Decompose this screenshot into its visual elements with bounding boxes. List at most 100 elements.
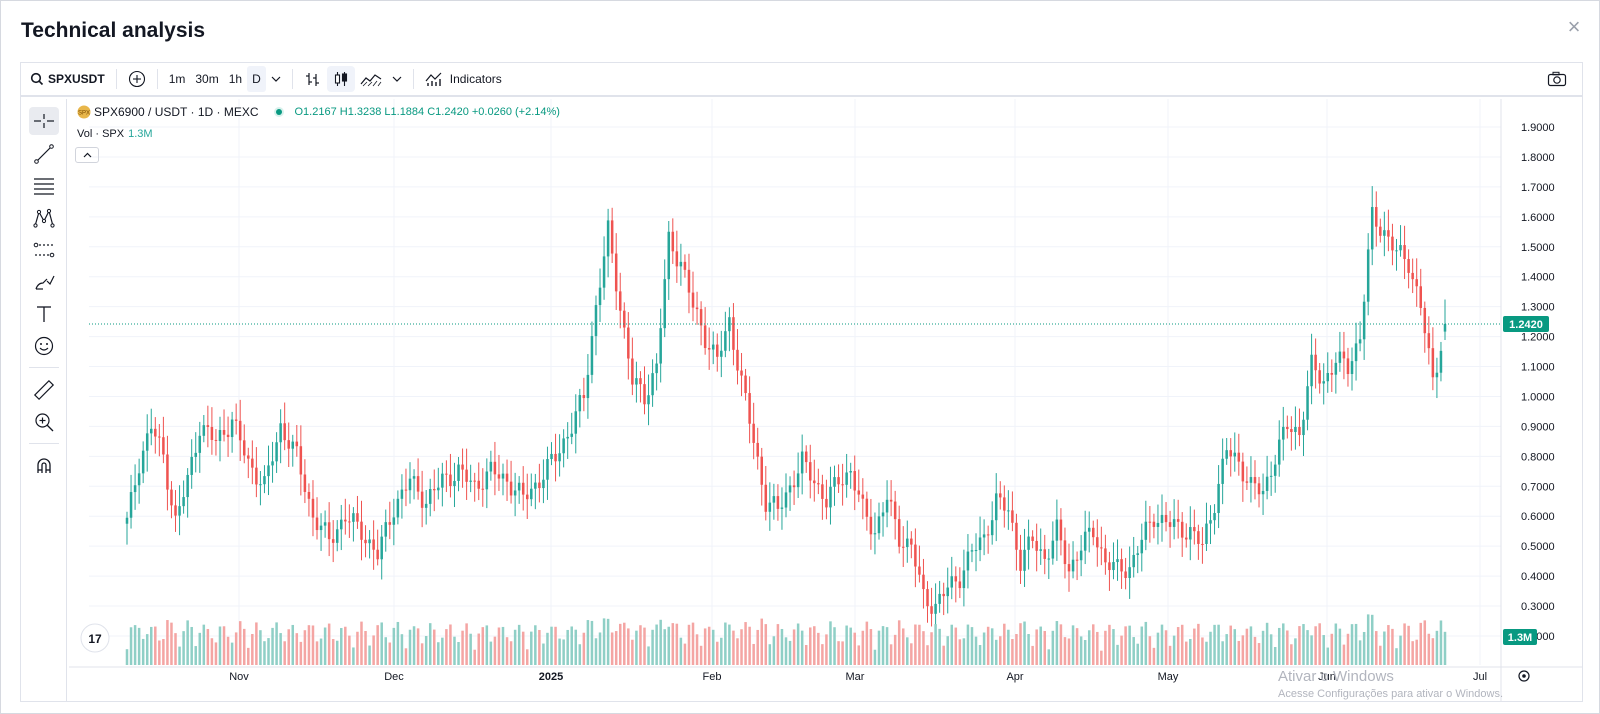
indicators-label: Indicators [449, 72, 502, 86]
chart-pane[interactable]: 1.9000 1.8000 1.7000 1.6000 1.5000 1.4000 1.30… [69, 99, 1582, 702]
forecast-tool[interactable] [29, 236, 59, 264]
volume-bar [687, 624, 691, 665]
candle-body [736, 349, 739, 371]
timeframe-d[interactable]: D [247, 66, 266, 92]
windows-activation-subtext: Acesse Configurações para ativar o Windo… [1278, 688, 1503, 700]
volume-bar [214, 642, 218, 665]
windows-activation-watermark: Ativar o Windows [1278, 668, 1394, 685]
candle-body [1439, 350, 1443, 373]
fib-retracement-tool[interactable] [29, 172, 59, 200]
candle-body [340, 519, 343, 530]
area-chart-button[interactable] [355, 66, 387, 92]
candle-body [186, 474, 189, 498]
candle-body [570, 433, 573, 437]
volume-bar [433, 629, 436, 665]
candle-body [129, 492, 133, 518]
price-chart[interactable]: 1.9000 1.8000 1.7000 1.6000 1.5000 1.4000 1.30… [69, 99, 1582, 702]
volume-bar [598, 632, 602, 665]
candle-body [873, 533, 877, 535]
timeframe-dropdown[interactable] [266, 66, 286, 92]
volume-bar [1193, 628, 1196, 665]
candle-body [954, 576, 958, 582]
timeframe-30m[interactable]: 30m [195, 72, 219, 86]
volume-bar [501, 626, 505, 665]
candle-body [1419, 286, 1422, 308]
candle-body [716, 344, 719, 357]
candle-body [574, 411, 578, 434]
price-tick-label: 1.4000 [1521, 272, 1555, 284]
candle-body [513, 490, 517, 496]
timeframe-1h[interactable]: 1h [228, 72, 243, 86]
candle-body [1334, 362, 1338, 375]
volume-bar [1269, 634, 1273, 665]
symbol-label: SPXUSDT [48, 72, 105, 86]
time-axis-label: Mar [846, 671, 865, 683]
last-volume-badge [1503, 629, 1537, 645]
pattern-tool[interactable] [29, 204, 59, 232]
zoom-tool[interactable] [29, 408, 59, 436]
text-tool[interactable] [29, 300, 59, 328]
candle-body [772, 496, 776, 503]
chart-type-dropdown[interactable] [387, 66, 407, 92]
candle-body [942, 593, 945, 597]
candle-body [1083, 531, 1087, 551]
candle-body [558, 453, 561, 462]
volume-bar [614, 631, 618, 665]
volume-bar [331, 639, 335, 665]
modal-title: Technical analysis [21, 19, 206, 42]
volume-bar [190, 626, 193, 665]
compare-symbol-button[interactable] [123, 66, 151, 92]
volume-bar [691, 622, 695, 665]
indicators-button[interactable]: Indicators [420, 66, 507, 92]
svg-text:SPX: SPX [78, 111, 90, 117]
volume-bar [1415, 639, 1418, 665]
candle-body [291, 441, 295, 449]
candle-body [800, 451, 804, 474]
candle-body [999, 493, 1002, 498]
candle-body [853, 471, 856, 491]
candle-body [509, 481, 513, 496]
candle-body [1035, 540, 1038, 551]
magnet-tool[interactable] [29, 452, 59, 480]
candle-body [1338, 351, 1342, 363]
brush-tool[interactable] [29, 268, 59, 296]
volume-legend-value: 1.3M [128, 128, 153, 140]
volume-bar [631, 639, 634, 665]
candle-body [691, 292, 695, 308]
bars-icon [305, 73, 319, 86]
volume-bar [1411, 641, 1414, 665]
ruler-icon [33, 379, 55, 401]
candle-body [433, 489, 436, 491]
emoji-tool[interactable] [29, 332, 59, 360]
volume-bar [481, 627, 485, 665]
candle-body [327, 522, 331, 540]
candle-body [1209, 520, 1212, 524]
volume-bar [218, 626, 222, 665]
measure-tool[interactable] [29, 376, 59, 404]
volume-bar [897, 620, 901, 665]
candle-body [639, 378, 642, 385]
volume-bar [744, 622, 747, 665]
crosshair-tool[interactable] [29, 107, 59, 135]
candle-body [550, 453, 553, 460]
candle-body [1342, 351, 1346, 359]
candle-body [234, 419, 238, 421]
symbol-search-button[interactable]: SPXUSDT [25, 66, 110, 92]
horizontal-lines-icon [34, 178, 54, 195]
candle-body [1282, 426, 1285, 440]
candle-body [651, 373, 654, 396]
timeframe-1m[interactable]: 1m [168, 72, 186, 86]
close-icon[interactable]: × [1567, 14, 1581, 39]
collapse-legend-button[interactable] [75, 147, 99, 163]
volume-bar [695, 634, 699, 665]
candle-body [1071, 559, 1075, 572]
candles-chart-button[interactable] [326, 66, 355, 92]
trend-line-tool[interactable] [29, 140, 59, 168]
volume-bar [1189, 638, 1192, 665]
bars-chart-button[interactable] [299, 66, 327, 92]
volume-bar [1294, 638, 1297, 665]
screenshot-button[interactable] [1542, 66, 1572, 92]
volume-bar [1302, 624, 1305, 665]
pattern-icon [33, 208, 55, 228]
candle-body [1201, 543, 1204, 545]
